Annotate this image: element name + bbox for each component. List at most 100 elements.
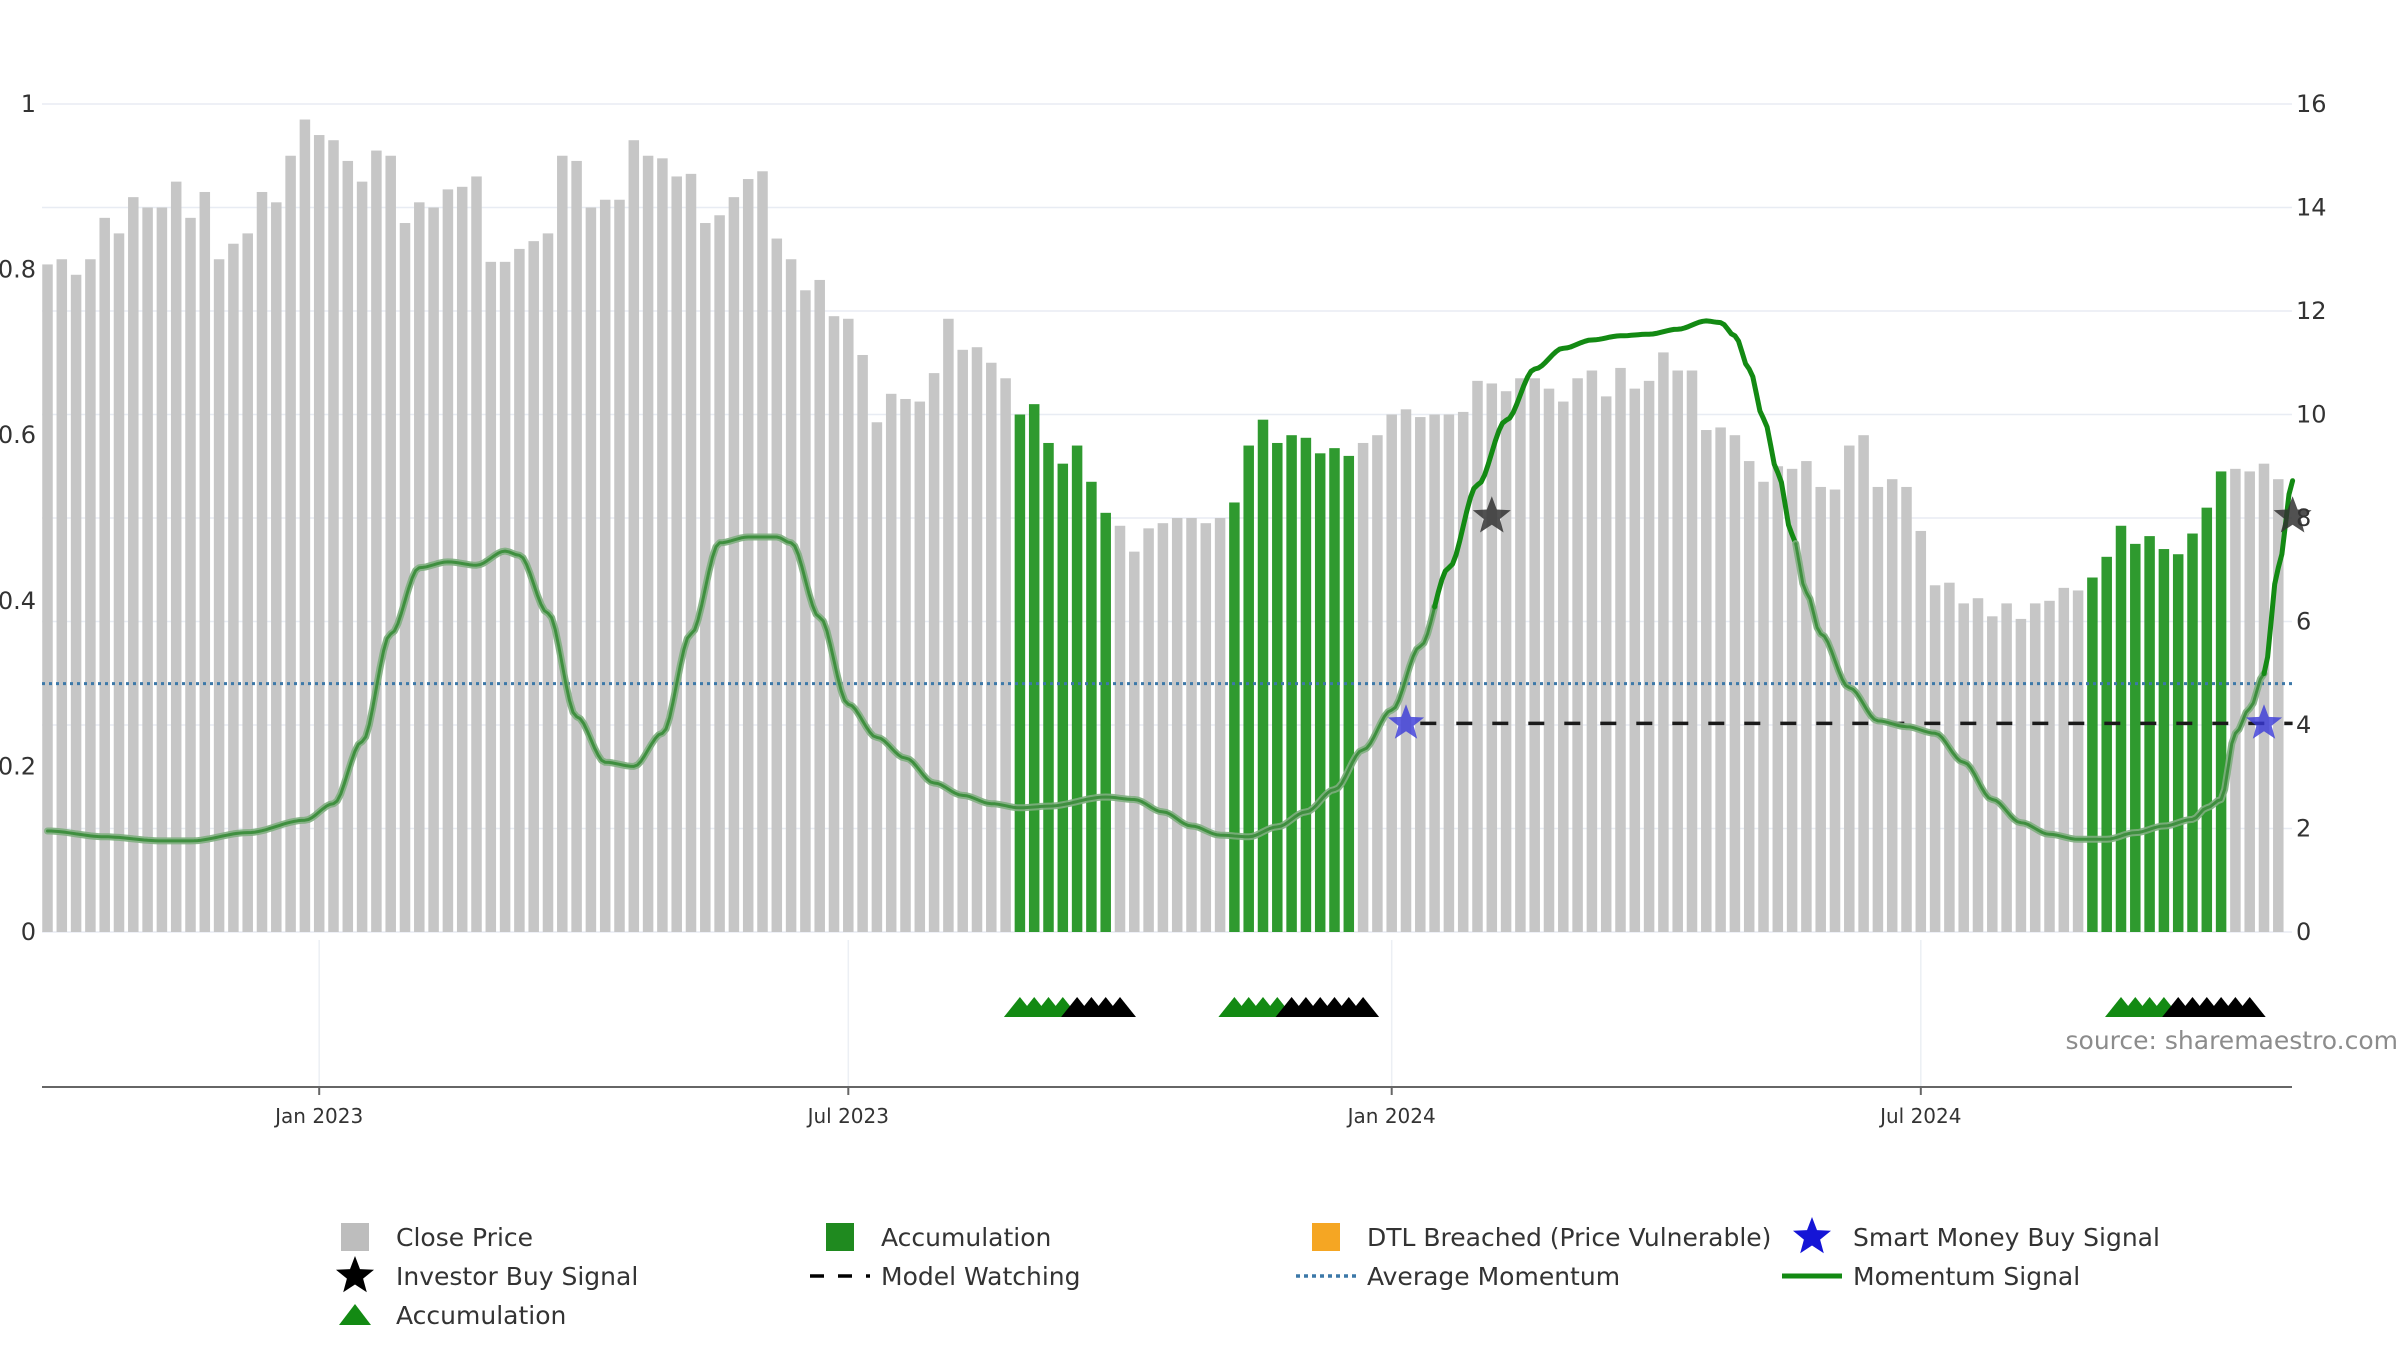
smart-money-buy-signal	[2245, 704, 2283, 739]
x-axis-tick-label: Jul 2024	[1878, 1104, 1961, 1128]
close-price-bar	[714, 215, 725, 932]
left-axis-tick-label: 0.2	[0, 752, 36, 780]
right-axis-tick-label: 6	[2296, 608, 2311, 636]
close-price-bar	[2015, 618, 2027, 932]
momentum-signal-line	[2261, 478, 2296, 677]
close-price-bar	[199, 191, 211, 933]
right-axis-tick-label: 16	[2296, 90, 2327, 118]
legend-marker-square	[1312, 1223, 1340, 1251]
close-price-bar	[85, 259, 96, 932]
momentum-signal-line	[1432, 318, 1799, 610]
close-price-bar	[757, 171, 768, 932]
close-price-bar	[128, 197, 139, 932]
legend-marker-square	[341, 1223, 369, 1251]
accumulation-bar	[1329, 448, 1340, 932]
accumulation-bar	[1028, 404, 1040, 932]
close-price-bar	[371, 150, 382, 932]
close-price-bar	[2072, 590, 2084, 932]
accumulation-bar	[1100, 512, 1111, 932]
close-price-bar	[1600, 396, 1612, 932]
close-price-bar	[1658, 352, 1669, 932]
close-price-bar	[2244, 471, 2255, 932]
close-price-bar	[1586, 370, 1598, 932]
close-price-bar	[785, 259, 797, 932]
accumulation-bar	[2215, 471, 2227, 932]
accumulation-bar	[2201, 507, 2213, 932]
left-axis-tick-label: 0.8	[0, 256, 36, 284]
close-price-bar	[1743, 461, 1755, 932]
close-price-bar	[2029, 603, 2041, 932]
legend-label: Accumulation	[881, 1223, 1051, 1252]
legend-item: Smart Money Buy Signal	[1793, 1217, 2160, 1254]
signal-triangle	[1104, 997, 1136, 1017]
close-price-bar	[1672, 370, 1683, 932]
momentum-signal-line	[44, 533, 1439, 845]
close-price-bar	[99, 217, 110, 933]
legend-marker-star	[336, 1256, 374, 1293]
close-price-bar	[957, 349, 968, 932]
legend-item: Average Momentum	[1296, 1262, 1620, 1291]
close-price-bar	[814, 279, 825, 932]
close-price-bar	[571, 160, 582, 933]
accumulation-bar	[2087, 577, 2098, 932]
legend-label: Average Momentum	[1367, 1262, 1620, 1291]
accumulation-bar	[2130, 543, 2141, 932]
close-price-bar	[1214, 518, 1226, 932]
close-price-bar	[1572, 378, 1583, 932]
close-price-bar	[1114, 525, 1126, 932]
close-price-bar	[728, 197, 740, 932]
close-price-bar	[1872, 486, 1884, 932]
close-price-bar	[328, 140, 339, 933]
close-price-bar	[1429, 414, 1440, 932]
close-price-bar	[857, 354, 868, 932]
close-price-bar	[499, 261, 511, 932]
close-price-bar	[1529, 378, 1540, 932]
close-price-bar	[399, 223, 411, 932]
legend: Close Price Accumulation DTL Breached (Pri…	[336, 1217, 2160, 1330]
close-price-bar	[1386, 414, 1397, 932]
close-price-bar	[2001, 603, 2012, 932]
close-price-bar	[1558, 401, 1569, 932]
lines-layer	[42, 318, 2296, 845]
close-price-bar	[514, 248, 525, 932]
close-price-bar	[1500, 391, 1512, 932]
close-price-bar	[1457, 411, 1469, 933]
smart-money-buy-signal	[1387, 704, 1425, 739]
legend-item: Investor Buy Signal	[336, 1256, 638, 1293]
close-price-bar	[471, 176, 482, 932]
close-price-bar	[1171, 518, 1183, 932]
close-price-bar	[900, 398, 911, 933]
close-price-bar	[971, 347, 983, 933]
close-price-bar	[56, 259, 68, 932]
right-axis-tick-label: 14	[2296, 194, 2327, 222]
close-price-bar	[599, 199, 611, 933]
close-price-bar	[1901, 486, 1912, 932]
close-price-bar	[1000, 378, 1011, 932]
close-price-bar	[313, 135, 325, 933]
accumulation-bar	[2101, 556, 2112, 932]
close-price-bar	[1929, 585, 1941, 932]
right-axis-tick-label: 8	[2296, 504, 2311, 532]
right-axis-tick-label: 0	[2296, 918, 2311, 946]
close-price-bar	[2258, 463, 2270, 932]
close-price-bar	[1886, 479, 1898, 932]
close-price-bar	[385, 155, 396, 932]
close-price-bar	[170, 181, 182, 932]
close-price-bar	[285, 155, 296, 932]
legend-item: Close Price	[341, 1223, 533, 1252]
close-price-bar	[1972, 598, 1984, 932]
close-price-bar	[485, 261, 497, 932]
legend-marker-triangle	[339, 1304, 371, 1325]
accumulation-bar	[1286, 435, 1297, 932]
close-price-bar	[1615, 367, 1626, 932]
close-price-bar	[228, 243, 239, 933]
close-price-bar	[1815, 486, 1826, 932]
close-price-bar	[1772, 466, 1784, 932]
close-price-bar	[2058, 587, 2070, 932]
accumulation-bar	[2144, 536, 2155, 932]
legend-item: Momentum Signal	[1782, 1262, 2080, 1291]
close-price-bar	[1543, 388, 1555, 932]
